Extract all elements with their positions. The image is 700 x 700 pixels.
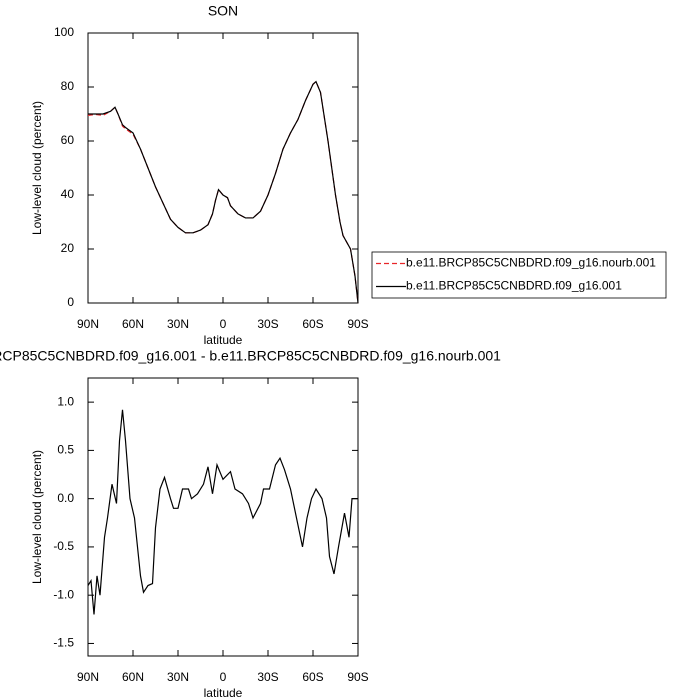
y-tick-label: 1.0 [57, 394, 74, 408]
x-axis-label: latitude [204, 686, 243, 700]
y-tick-label: 0.0 [57, 491, 74, 505]
y-tick-label: 80 [61, 79, 75, 93]
y-tick-label: -1.0 [53, 587, 74, 601]
x-tick-label: 90S [347, 670, 368, 684]
x-tick-label: 0 [220, 670, 227, 684]
data-line [87, 409, 358, 615]
x-tick-label: 90N [77, 317, 99, 331]
y-tick-label: 60 [61, 133, 75, 147]
chart-title: SON [208, 3, 238, 19]
data-line [88, 80, 359, 304]
legend-box [371, 251, 667, 299]
x-tick-label: 30N [167, 317, 189, 331]
plot-frame [87, 32, 359, 304]
x-tick-label: 60N [122, 670, 144, 684]
legend-label: b.e11.BRCP85C5CNBDRD.f09_g16.nourb.001 [406, 256, 656, 270]
x-tick-label: 0 [220, 317, 227, 331]
y-tick-label: 100 [54, 25, 74, 39]
x-tick-label: 30S [257, 317, 278, 331]
x-tick-label: 90S [347, 317, 368, 331]
y-tick-label: -0.5 [53, 539, 74, 553]
x-axis-label: latitude [204, 333, 243, 347]
y-tick-label: 0.5 [57, 443, 74, 457]
x-tick-label: 30S [257, 670, 278, 684]
y-tick-label: 0 [67, 295, 74, 309]
legend-label: b.e11.BRCP85C5CNBDRD.f09_g16.001 [406, 279, 622, 293]
y-tick-label: -1.5 [53, 636, 74, 650]
y-axis-label: Low-level cloud (percent) [30, 101, 44, 235]
y-tick-label: 40 [61, 187, 75, 201]
x-tick-label: 30N [167, 670, 189, 684]
data-line [87, 80, 359, 304]
y-tick-label: 20 [61, 241, 75, 255]
x-tick-label: 60S [302, 670, 323, 684]
chart-title: b.e11.BRCP85C5CNBDRD.f09_g16.001 - b.e11… [0, 348, 501, 364]
x-tick-label: 90N [77, 670, 99, 684]
plot-frame [87, 377, 359, 657]
y-axis-label: Low-level cloud (percent) [30, 450, 44, 584]
x-tick-label: 60S [302, 317, 323, 331]
x-tick-label: 60N [122, 317, 144, 331]
